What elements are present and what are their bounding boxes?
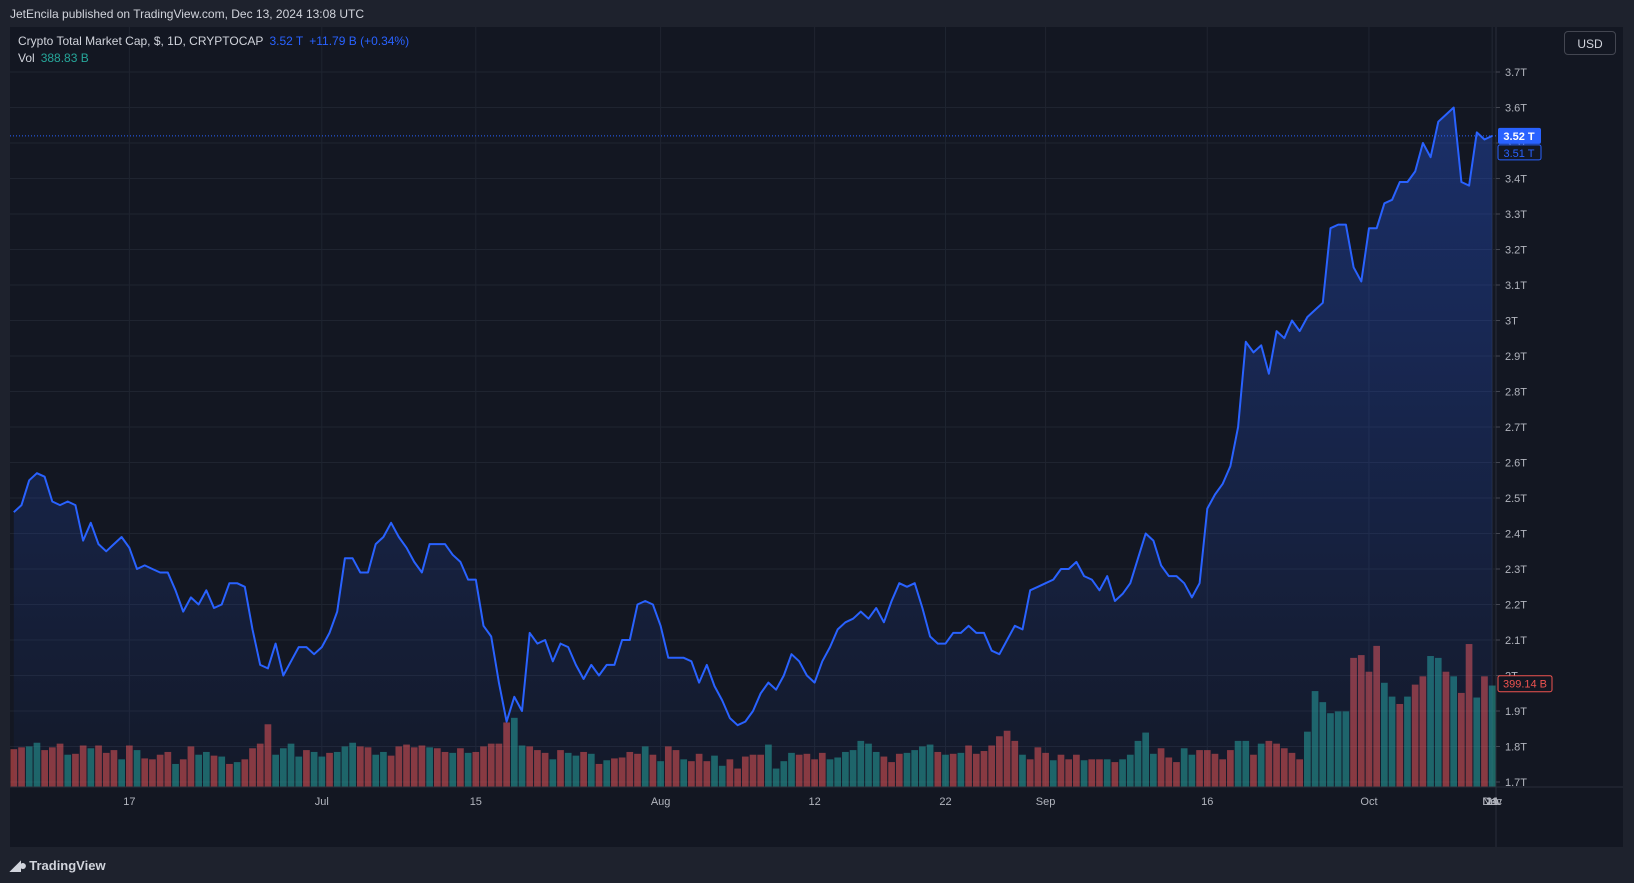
y-tick-label: 3.1T xyxy=(1505,280,1527,292)
last-price-value: 3.52 T xyxy=(269,34,304,48)
y-tick-label: 1.7T xyxy=(1505,777,1527,789)
x-tick-label: Oct xyxy=(1360,796,1377,808)
symbol-title[interactable]: Crypto Total Market Cap, $, 1D, CRYPTOCA… xyxy=(18,34,264,48)
publisher-line: JetEncila published on TradingView.com, … xyxy=(10,7,364,21)
y-tick-label: 2.6T xyxy=(1505,458,1527,470)
x-tick-label: Sep xyxy=(1036,796,1056,808)
y-tick-label: 3.2T xyxy=(1505,245,1527,257)
y-tick-label: 2.1T xyxy=(1505,635,1527,647)
tradingview-logo-icon: ◢● xyxy=(10,857,27,873)
y-tick-label: 2.5T xyxy=(1505,493,1527,505)
price-chart[interactable]: 3.7T3.6T3.5T3.4T3.3T3.2T3.1T3T2.9T2.8T2.… xyxy=(10,27,1623,847)
x-tick-label: 21 xyxy=(1486,796,1498,808)
y-tick-label: 1.8T xyxy=(1505,742,1527,754)
y-tick-label: 2.2T xyxy=(1505,600,1527,612)
last-price-tag-text: 3.52 T xyxy=(1503,131,1534,143)
axes: 3.7T3.6T3.5T3.4T3.3T3.2T3.1T3T2.9T2.8T2.… xyxy=(10,27,1623,847)
volume-value: 388.83 B xyxy=(40,51,89,65)
x-tick-label: Nov xyxy=(1482,796,1502,808)
volume-label: Vol xyxy=(18,51,35,65)
price-area-fill xyxy=(13,107,1493,787)
y-tick-label: 3.7T xyxy=(1505,67,1527,79)
brand-name: TradingView xyxy=(29,858,106,873)
volume-tag xyxy=(1497,675,1553,693)
volume-tag-text: 399.14 B xyxy=(1503,679,1547,691)
symbol-legend[interactable]: Crypto Total Market Cap, $, 1D, CRYPTOCA… xyxy=(18,34,415,48)
y-tick-label: 1.9T xyxy=(1505,706,1527,718)
x-tick-label: 22 xyxy=(939,796,951,808)
y-tick-label: 2.4T xyxy=(1505,529,1527,541)
y-tick-label: 3.4T xyxy=(1505,174,1527,186)
x-tick-label: Jul xyxy=(315,796,329,808)
tradingview-logo[interactable]: ◢● TradingView xyxy=(10,857,106,874)
y-tick-label: 3.6T xyxy=(1505,103,1527,115)
price-line xyxy=(13,106,1493,727)
y-tick-label: 3.3T xyxy=(1505,209,1527,221)
y-tick-label: 3T xyxy=(1505,316,1518,328)
y-tick-label: 2.9T xyxy=(1505,351,1527,363)
y-tick-label: 2.8T xyxy=(1505,387,1527,399)
price-area xyxy=(13,106,1493,787)
y-tick-label: 2.7T xyxy=(1505,422,1527,434)
prev-close-tag xyxy=(1497,144,1542,161)
x-tick-label: 11 xyxy=(1486,796,1497,808)
x-tick-label: Aug xyxy=(651,796,671,808)
volume-legend[interactable]: Vol 388.83 B xyxy=(18,51,95,65)
x-tick-label: 16 xyxy=(1201,796,1213,808)
x-tick-label: Dec xyxy=(1482,796,1502,808)
last-price-tag xyxy=(1498,127,1541,144)
price-change-value: +11.79 B (+0.34%) xyxy=(309,34,410,48)
y-tick-label: 2.3T xyxy=(1505,564,1527,576)
x-tick-label: 17 xyxy=(123,796,135,808)
prev-close-tag-text: 3.51 T xyxy=(1504,148,1535,160)
currency-selector[interactable]: USD xyxy=(1564,31,1616,55)
price-axis-panel xyxy=(1496,27,1623,847)
x-tick-label: 15 xyxy=(470,796,482,808)
x-tick-label: 14 xyxy=(1486,796,1498,808)
x-tick-label: 12 xyxy=(808,796,820,808)
chart-area[interactable]: 3.7T 3.6T 3.5T 3.4T 3.3T 3.2T 3.1T 3T 2.9T 2.8T 2.… xyxy=(10,27,1623,847)
